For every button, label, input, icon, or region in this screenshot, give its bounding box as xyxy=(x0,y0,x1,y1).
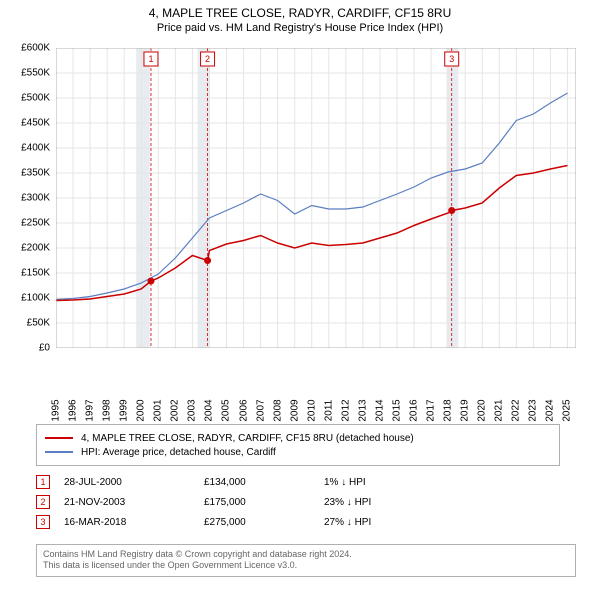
transactions-table: 1 28-JUL-2000£134,0001% ↓ HPI 2 21-NOV-2003… xyxy=(36,472,444,532)
x-axis-label: 2021 xyxy=(494,396,505,426)
footer-line-2: This data is licensed under the Open Gov… xyxy=(43,560,569,571)
transaction-date: 16-MAR-2018 xyxy=(64,517,204,528)
x-axis-label: 2005 xyxy=(221,396,232,426)
x-axis-label: 2011 xyxy=(323,396,334,426)
x-axis-label: 2009 xyxy=(289,396,300,426)
y-axis-label: £250K xyxy=(10,218,50,229)
legend-label-property: 4, MAPLE TREE CLOSE, RADYR, CARDIFF, CF1… xyxy=(81,433,414,444)
x-axis-label: 2003 xyxy=(187,396,198,426)
y-axis-label: £150K xyxy=(10,268,50,279)
x-axis-label: 2017 xyxy=(426,396,437,426)
price-chart: 1 2 3 xyxy=(56,48,576,348)
page: 4, MAPLE TREE CLOSE, RADYR, CARDIFF, CF1… xyxy=(0,6,600,596)
legend-label-hpi: HPI: Average price, detached house, Card… xyxy=(81,447,276,458)
y-axis-label: £600K xyxy=(10,43,50,54)
x-axis-label: 2001 xyxy=(153,396,164,426)
svg-text:1: 1 xyxy=(148,54,153,64)
x-axis-label: 2000 xyxy=(136,396,147,426)
x-axis-label: 2007 xyxy=(255,396,266,426)
legend-swatch-hpi xyxy=(45,451,73,453)
y-axis-label: £50K xyxy=(10,318,50,329)
x-axis-label: 2015 xyxy=(391,396,402,426)
transaction-row: 2 21-NOV-2003£175,00023% ↓ HPI xyxy=(36,492,444,512)
x-axis-label: 2012 xyxy=(340,396,351,426)
x-axis-label: 2020 xyxy=(477,396,488,426)
y-axis-label: £500K xyxy=(10,93,50,104)
x-axis-label: 1998 xyxy=(102,396,113,426)
x-axis-label: 2006 xyxy=(238,396,249,426)
x-axis-label: 2013 xyxy=(357,396,368,426)
y-axis-label: £300K xyxy=(10,193,50,204)
legend-row-property: 4, MAPLE TREE CLOSE, RADYR, CARDIFF, CF1… xyxy=(45,431,551,445)
svg-text:2: 2 xyxy=(205,54,210,64)
x-axis-label: 2002 xyxy=(170,396,181,426)
x-axis-label: 2025 xyxy=(562,396,573,426)
transaction-marker: 2 xyxy=(36,495,50,509)
chart-title: 4, MAPLE TREE CLOSE, RADYR, CARDIFF, CF1… xyxy=(0,6,600,20)
x-axis-label: 2023 xyxy=(528,396,539,426)
chart-area: 1 2 3 £0 £50K £100K £150K £200K £250K £300K £350K… xyxy=(10,48,590,386)
x-axis-label: 2014 xyxy=(374,396,385,426)
x-axis-label: 1997 xyxy=(85,396,96,426)
x-axis-label: 2008 xyxy=(272,396,283,426)
chart-subtitle: Price paid vs. HM Land Registry's House … xyxy=(0,22,600,34)
transaction-marker: 1 xyxy=(36,475,50,489)
transaction-price: £175,000 xyxy=(204,497,324,508)
legend-row-hpi: HPI: Average price, detached house, Card… xyxy=(45,445,551,459)
footer-line-1: Contains HM Land Registry data © Crown c… xyxy=(43,549,569,560)
x-axis-label: 2022 xyxy=(511,396,522,426)
transaction-row: 1 28-JUL-2000£134,0001% ↓ HPI xyxy=(36,472,444,492)
x-axis-label: 1999 xyxy=(119,396,130,426)
svg-text:3: 3 xyxy=(449,54,454,64)
y-axis-label: £350K xyxy=(10,168,50,179)
y-axis-label: £0 xyxy=(10,343,50,354)
transaction-price: £275,000 xyxy=(204,517,324,528)
transaction-hpi-diff: 23% ↓ HPI xyxy=(324,497,444,508)
x-axis-label: 2019 xyxy=(460,396,471,426)
y-axis-label: £100K xyxy=(10,293,50,304)
legend-swatch-property xyxy=(45,437,73,439)
footer-attribution: Contains HM Land Registry data © Crown c… xyxy=(36,544,576,577)
x-axis-label: 1996 xyxy=(68,396,79,426)
transaction-price: £134,000 xyxy=(204,477,324,488)
transaction-marker: 3 xyxy=(36,515,50,529)
x-axis-label: 2010 xyxy=(306,396,317,426)
transaction-hpi-diff: 1% ↓ HPI xyxy=(324,477,444,488)
x-axis-label: 2024 xyxy=(545,396,556,426)
y-axis-label: £200K xyxy=(10,243,50,254)
legend: 4, MAPLE TREE CLOSE, RADYR, CARDIFF, CF1… xyxy=(36,424,560,466)
transaction-row: 3 16-MAR-2018£275,00027% ↓ HPI xyxy=(36,512,444,532)
transaction-date: 28-JUL-2000 xyxy=(64,477,204,488)
x-axis-label: 2004 xyxy=(204,396,215,426)
transaction-hpi-diff: 27% ↓ HPI xyxy=(324,517,444,528)
x-axis-label: 2018 xyxy=(443,396,454,426)
y-axis-label: £400K xyxy=(10,143,50,154)
transaction-date: 21-NOV-2003 xyxy=(64,497,204,508)
y-axis-label: £450K xyxy=(10,118,50,129)
x-axis-label: 1995 xyxy=(51,396,62,426)
x-axis-label: 2016 xyxy=(409,396,420,426)
y-axis-label: £550K xyxy=(10,68,50,79)
